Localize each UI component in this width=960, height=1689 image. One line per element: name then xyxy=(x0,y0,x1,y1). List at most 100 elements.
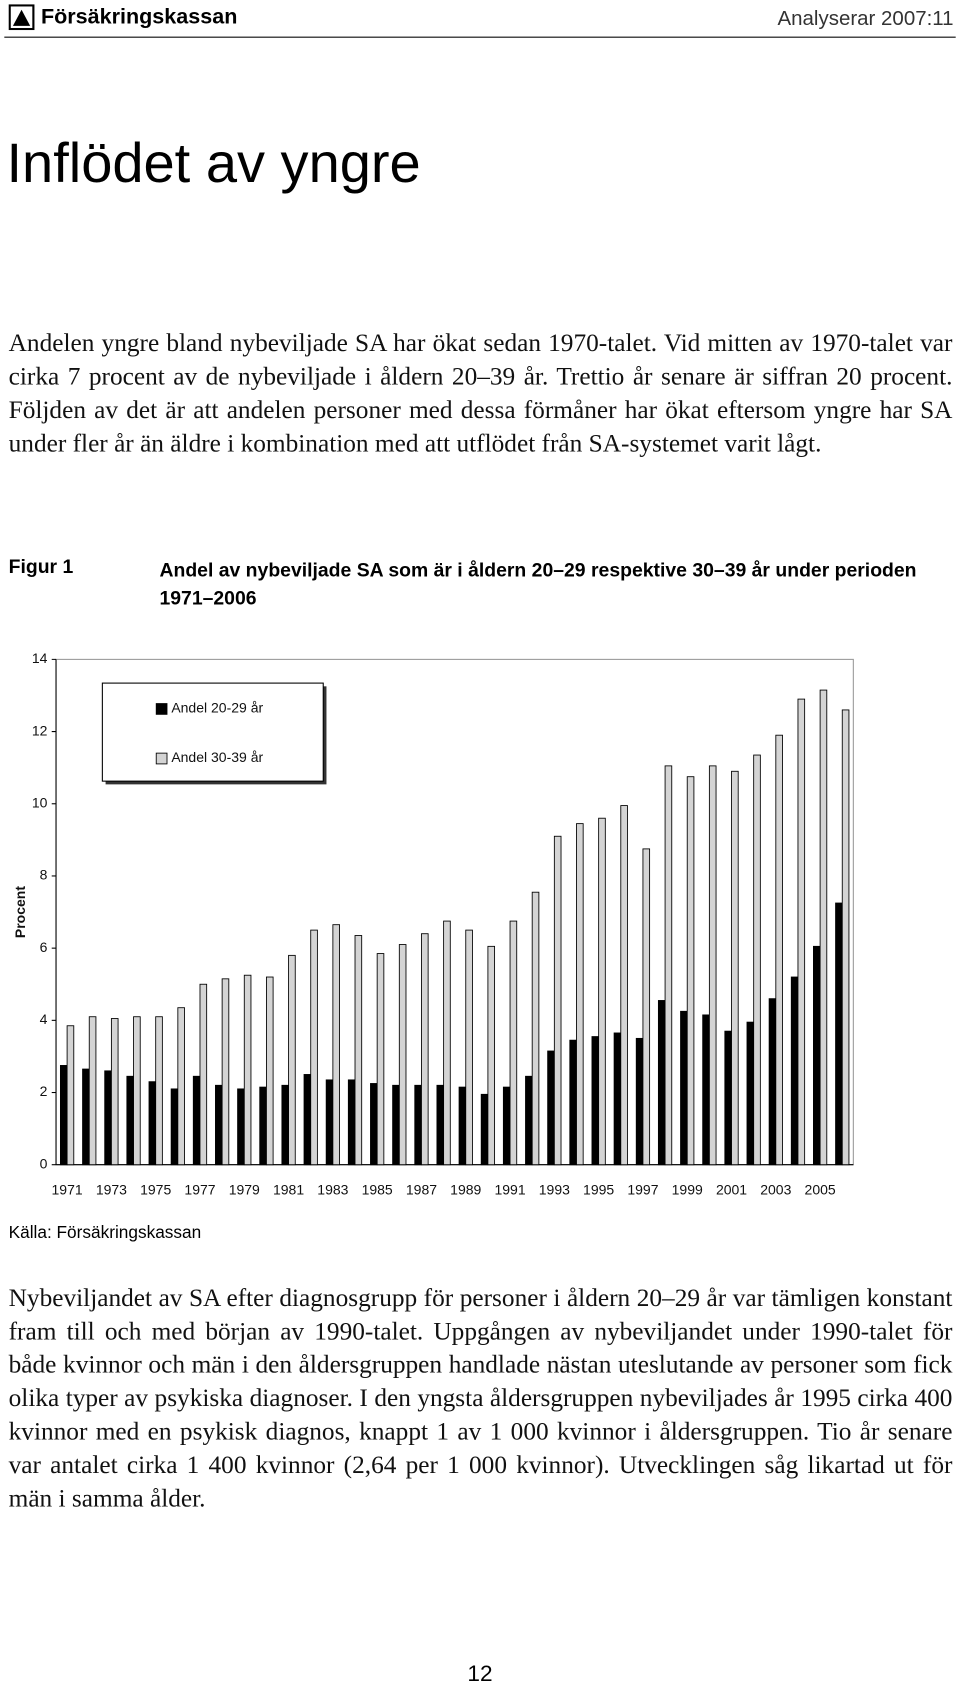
paragraph: Nybeviljandet av SA efter diagnosgrupp f… xyxy=(8,1284,953,1513)
bar xyxy=(598,817,606,1166)
bar xyxy=(753,754,761,1166)
bar xyxy=(657,1000,666,1166)
legend-label: Andel 30-39 år xyxy=(171,749,263,765)
bar xyxy=(531,891,540,1166)
legend-swatch xyxy=(155,752,168,765)
x-tick-label: 1993 xyxy=(539,1181,570,1197)
bar xyxy=(347,1079,356,1166)
bar xyxy=(133,1016,141,1166)
bar xyxy=(576,823,584,1166)
bar xyxy=(392,1084,400,1166)
bar xyxy=(88,1016,97,1166)
x-tick-label: 1995 xyxy=(583,1181,614,1197)
x-tick-label: 1979 xyxy=(229,1181,260,1197)
logo-icon xyxy=(8,4,35,31)
x-tick-label: 2005 xyxy=(805,1181,836,1197)
bar xyxy=(642,848,651,1166)
x-tick-label: 1983 xyxy=(317,1181,348,1197)
bar xyxy=(502,1086,511,1166)
y-tick-label: 4 xyxy=(40,1011,48,1027)
bar xyxy=(790,976,799,1166)
bar xyxy=(664,765,673,1166)
bar xyxy=(480,1093,489,1166)
y-tick-label: 6 xyxy=(40,939,48,955)
bar xyxy=(215,1084,223,1166)
x-tick-label: 1977 xyxy=(184,1181,215,1197)
brand: Försäkringskassan xyxy=(40,5,238,30)
bar xyxy=(819,689,828,1166)
bar xyxy=(509,920,518,1166)
bar xyxy=(199,983,208,1166)
y-tick-label: 2 xyxy=(40,1083,48,1099)
x-tick-label: 1973 xyxy=(96,1181,127,1197)
bar xyxy=(259,1086,267,1166)
bar xyxy=(724,1030,732,1166)
bar xyxy=(731,770,739,1166)
bar xyxy=(591,1036,600,1166)
bar xyxy=(797,698,806,1166)
bar xyxy=(82,1068,90,1166)
x-tick-label: 1987 xyxy=(406,1181,437,1197)
bar xyxy=(376,953,385,1166)
x-tick-label: 1989 xyxy=(450,1181,481,1197)
bar xyxy=(104,1070,112,1166)
chart: 0 2 4 6 8 10 12 14 Procent 1971 1973 1975 1977 1979 19… xyxy=(12,650,854,1197)
y-tick-label: 8 xyxy=(40,867,48,883)
bar xyxy=(310,929,318,1166)
bar xyxy=(414,1084,422,1166)
y-tick-label: 10 xyxy=(32,794,48,810)
x-tick-label: 1971 xyxy=(52,1181,83,1197)
x-tick-label: 1999 xyxy=(672,1181,703,1197)
x-tick-label: 2001 xyxy=(716,1181,747,1197)
page-number: 12 xyxy=(467,1661,493,1687)
bar xyxy=(569,1039,577,1166)
bar xyxy=(370,1083,378,1166)
y-tick-label: 12 xyxy=(32,722,48,738)
x-tick-label: 1975 xyxy=(140,1181,171,1197)
bar xyxy=(325,1079,334,1166)
legend xyxy=(101,682,324,782)
x-tick-label: 1985 xyxy=(362,1181,393,1197)
paragraph: Andelen yngre bland nybeviljade SA har ö… xyxy=(8,329,953,458)
x-tick-label: 1997 xyxy=(627,1181,658,1197)
bar xyxy=(237,1088,245,1166)
bar xyxy=(170,1088,179,1166)
bar xyxy=(243,974,252,1166)
bar xyxy=(110,1018,119,1166)
bar xyxy=(436,1084,445,1166)
bar xyxy=(775,734,783,1166)
bar xyxy=(635,1037,644,1166)
bar xyxy=(547,1050,555,1166)
bar xyxy=(281,1084,290,1166)
bar xyxy=(265,976,274,1166)
bar xyxy=(288,954,296,1166)
bar xyxy=(443,920,451,1166)
bar xyxy=(126,1075,134,1166)
bar xyxy=(59,1065,68,1166)
bar xyxy=(221,978,230,1166)
bar xyxy=(421,933,429,1166)
bar xyxy=(354,935,363,1166)
bar xyxy=(835,902,843,1166)
bar xyxy=(553,835,562,1166)
x-tick-label: 1981 xyxy=(273,1181,304,1197)
bar xyxy=(708,765,717,1166)
bar xyxy=(303,1074,312,1166)
x-tick-label: 1991 xyxy=(494,1181,525,1197)
legend-swatch xyxy=(155,703,168,715)
bar xyxy=(680,1010,688,1166)
header-rule xyxy=(4,36,956,38)
bar xyxy=(155,1016,163,1166)
bar xyxy=(686,776,695,1166)
bar xyxy=(177,1007,185,1166)
bar xyxy=(458,1086,467,1166)
chart-title: Andel av nybeviljade SA som är i åldern … xyxy=(159,559,917,609)
bar xyxy=(398,944,407,1166)
x-tick-label: 2003 xyxy=(760,1181,791,1197)
y-tick-label: 0 xyxy=(40,1155,48,1171)
bar xyxy=(192,1075,201,1166)
bar xyxy=(746,1021,755,1166)
bar xyxy=(613,1032,622,1166)
bar xyxy=(525,1075,533,1166)
